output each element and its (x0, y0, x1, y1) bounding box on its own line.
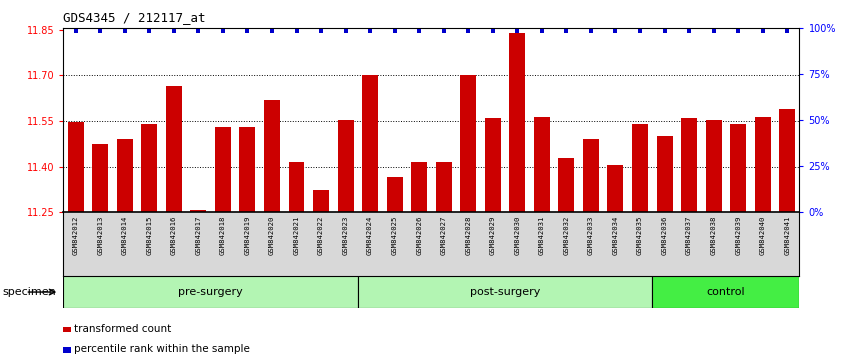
Text: GSM842014: GSM842014 (122, 216, 128, 255)
Bar (558, 158, 574, 212)
Text: GSM842024: GSM842024 (367, 216, 373, 255)
Text: GSM842025: GSM842025 (392, 216, 398, 255)
Bar (288, 162, 305, 212)
Bar (190, 210, 206, 212)
Bar (534, 116, 550, 212)
Text: GSM842030: GSM842030 (514, 216, 520, 255)
Text: GSM842036: GSM842036 (662, 216, 667, 255)
Text: GSM842017: GSM842017 (195, 216, 201, 255)
Text: GSM842038: GSM842038 (711, 216, 717, 255)
Bar (411, 162, 427, 212)
Bar (239, 127, 255, 212)
Text: GSM842041: GSM842041 (784, 216, 790, 255)
Text: GSM842023: GSM842023 (343, 216, 349, 255)
Bar (358, 276, 652, 308)
Text: GSM842012: GSM842012 (73, 216, 79, 255)
Bar (362, 75, 378, 212)
Bar (117, 139, 133, 212)
Text: GSM842033: GSM842033 (588, 216, 594, 255)
Text: GSM842013: GSM842013 (97, 216, 103, 255)
Bar (460, 75, 476, 212)
Text: GSM842028: GSM842028 (465, 216, 471, 255)
Bar (63, 276, 358, 308)
Text: GSM842035: GSM842035 (637, 216, 643, 255)
Text: GSM842019: GSM842019 (244, 216, 250, 255)
Bar (652, 276, 799, 308)
Bar (583, 139, 599, 212)
Bar (264, 100, 280, 212)
Text: GSM842031: GSM842031 (539, 216, 545, 255)
Bar (509, 33, 525, 212)
Bar (215, 127, 231, 212)
Text: GSM842015: GSM842015 (146, 216, 152, 255)
Text: percentile rank within the sample: percentile rank within the sample (74, 344, 250, 354)
Text: GSM842018: GSM842018 (220, 216, 226, 255)
Text: GDS4345 / 212117_at: GDS4345 / 212117_at (63, 11, 206, 24)
Text: GSM842034: GSM842034 (613, 216, 618, 255)
Text: GSM842029: GSM842029 (490, 216, 496, 255)
Text: GSM842016: GSM842016 (171, 216, 177, 255)
Bar (632, 124, 648, 212)
Bar (141, 124, 157, 212)
Bar (779, 109, 795, 212)
Bar (92, 144, 108, 212)
Bar (656, 136, 673, 212)
Text: GSM842022: GSM842022 (318, 216, 324, 255)
Text: GSM842040: GSM842040 (760, 216, 766, 255)
Bar (313, 190, 329, 212)
Bar (68, 122, 84, 212)
Text: pre-surgery: pre-surgery (179, 287, 243, 297)
Text: GSM842026: GSM842026 (416, 216, 422, 255)
Text: GSM842032: GSM842032 (563, 216, 569, 255)
Bar (338, 120, 354, 212)
Bar (730, 124, 746, 212)
Bar (485, 118, 501, 212)
Bar (63, 347, 71, 353)
Bar (63, 327, 71, 332)
Bar (706, 120, 722, 212)
Bar (755, 116, 771, 212)
Text: specimen: specimen (3, 287, 57, 297)
Text: GSM842021: GSM842021 (294, 216, 299, 255)
Text: GSM842027: GSM842027 (441, 216, 447, 255)
Bar (166, 86, 182, 212)
Text: transformed count: transformed count (74, 324, 171, 333)
Text: GSM842020: GSM842020 (269, 216, 275, 255)
Bar (681, 118, 697, 212)
Text: post-surgery: post-surgery (470, 287, 541, 297)
Bar (607, 165, 624, 212)
Text: GSM842037: GSM842037 (686, 216, 692, 255)
Bar (387, 177, 403, 212)
Bar (436, 162, 452, 212)
Text: GSM842039: GSM842039 (735, 216, 741, 255)
Text: control: control (706, 287, 745, 297)
